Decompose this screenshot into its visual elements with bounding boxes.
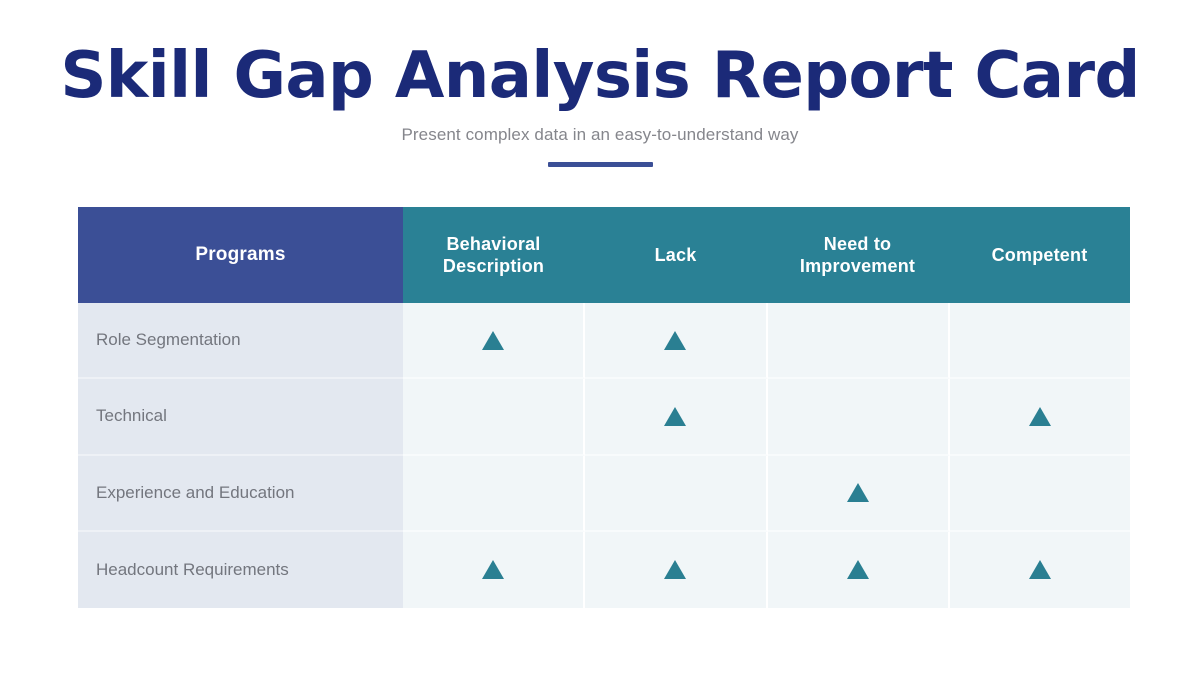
table-cell[interactable] [767,303,950,380]
column-header-programs[interactable]: Programs [78,207,403,303]
table-cell[interactable] [403,531,586,608]
table-cell[interactable] [585,531,768,608]
row-label: Technical [78,379,403,456]
slide-header: Skill Gap Analysis Report Card Present c… [0,39,1200,168]
title-divider [547,162,653,168]
table-cell[interactable] [949,455,1130,532]
table-row: Experience and Education [78,455,1130,532]
table-cell[interactable] [767,379,950,456]
triangle-up-icon [1028,406,1051,426]
table-cell[interactable] [403,303,586,380]
page-subtitle: Present complex data in an easy-to-under… [401,125,799,145]
table-cell[interactable] [585,455,768,532]
table-body: Role Segmentation Technical [78,303,1130,608]
title-divider-wrap [0,162,1200,168]
page-title: Skill Gap Analysis Report Card [60,39,1140,113]
table-cell[interactable] [949,303,1130,380]
triangle-up-icon [664,330,687,350]
column-header-need-to-improvement[interactable]: Need to Improvement [767,207,949,303]
triangle-up-icon [664,560,687,580]
triangle-up-icon [846,560,869,580]
table-cell[interactable] [767,531,950,608]
column-header-behavioral-description[interactable]: Behavioral Description [403,207,585,303]
table-cell[interactable] [767,455,950,532]
table-row: Headcount Requirements [78,531,1130,608]
table-cell[interactable] [585,303,768,380]
column-header-lack[interactable]: Lack [585,207,767,303]
table-row: Role Segmentation [78,303,1130,380]
triangle-up-icon [664,406,687,426]
triangle-up-icon [482,560,505,580]
table-cell[interactable] [585,379,768,456]
table-row: Technical [78,379,1130,456]
table-cell[interactable] [403,455,586,532]
table-cell[interactable] [949,531,1130,608]
table-cell[interactable] [403,379,586,456]
table-header-row: Programs Behavioral Description Lack Nee… [78,207,1130,303]
skill-gap-table: Programs Behavioral Description Lack Nee… [78,207,1130,608]
triangle-up-icon [482,330,505,350]
row-label: Headcount Requirements [78,531,403,608]
triangle-up-icon [846,483,869,503]
triangle-up-icon [1028,560,1051,580]
table-cell[interactable] [949,379,1130,456]
row-label: Experience and Education [78,455,403,532]
column-header-competent[interactable]: Competent [949,207,1130,303]
row-label: Role Segmentation [78,303,403,380]
